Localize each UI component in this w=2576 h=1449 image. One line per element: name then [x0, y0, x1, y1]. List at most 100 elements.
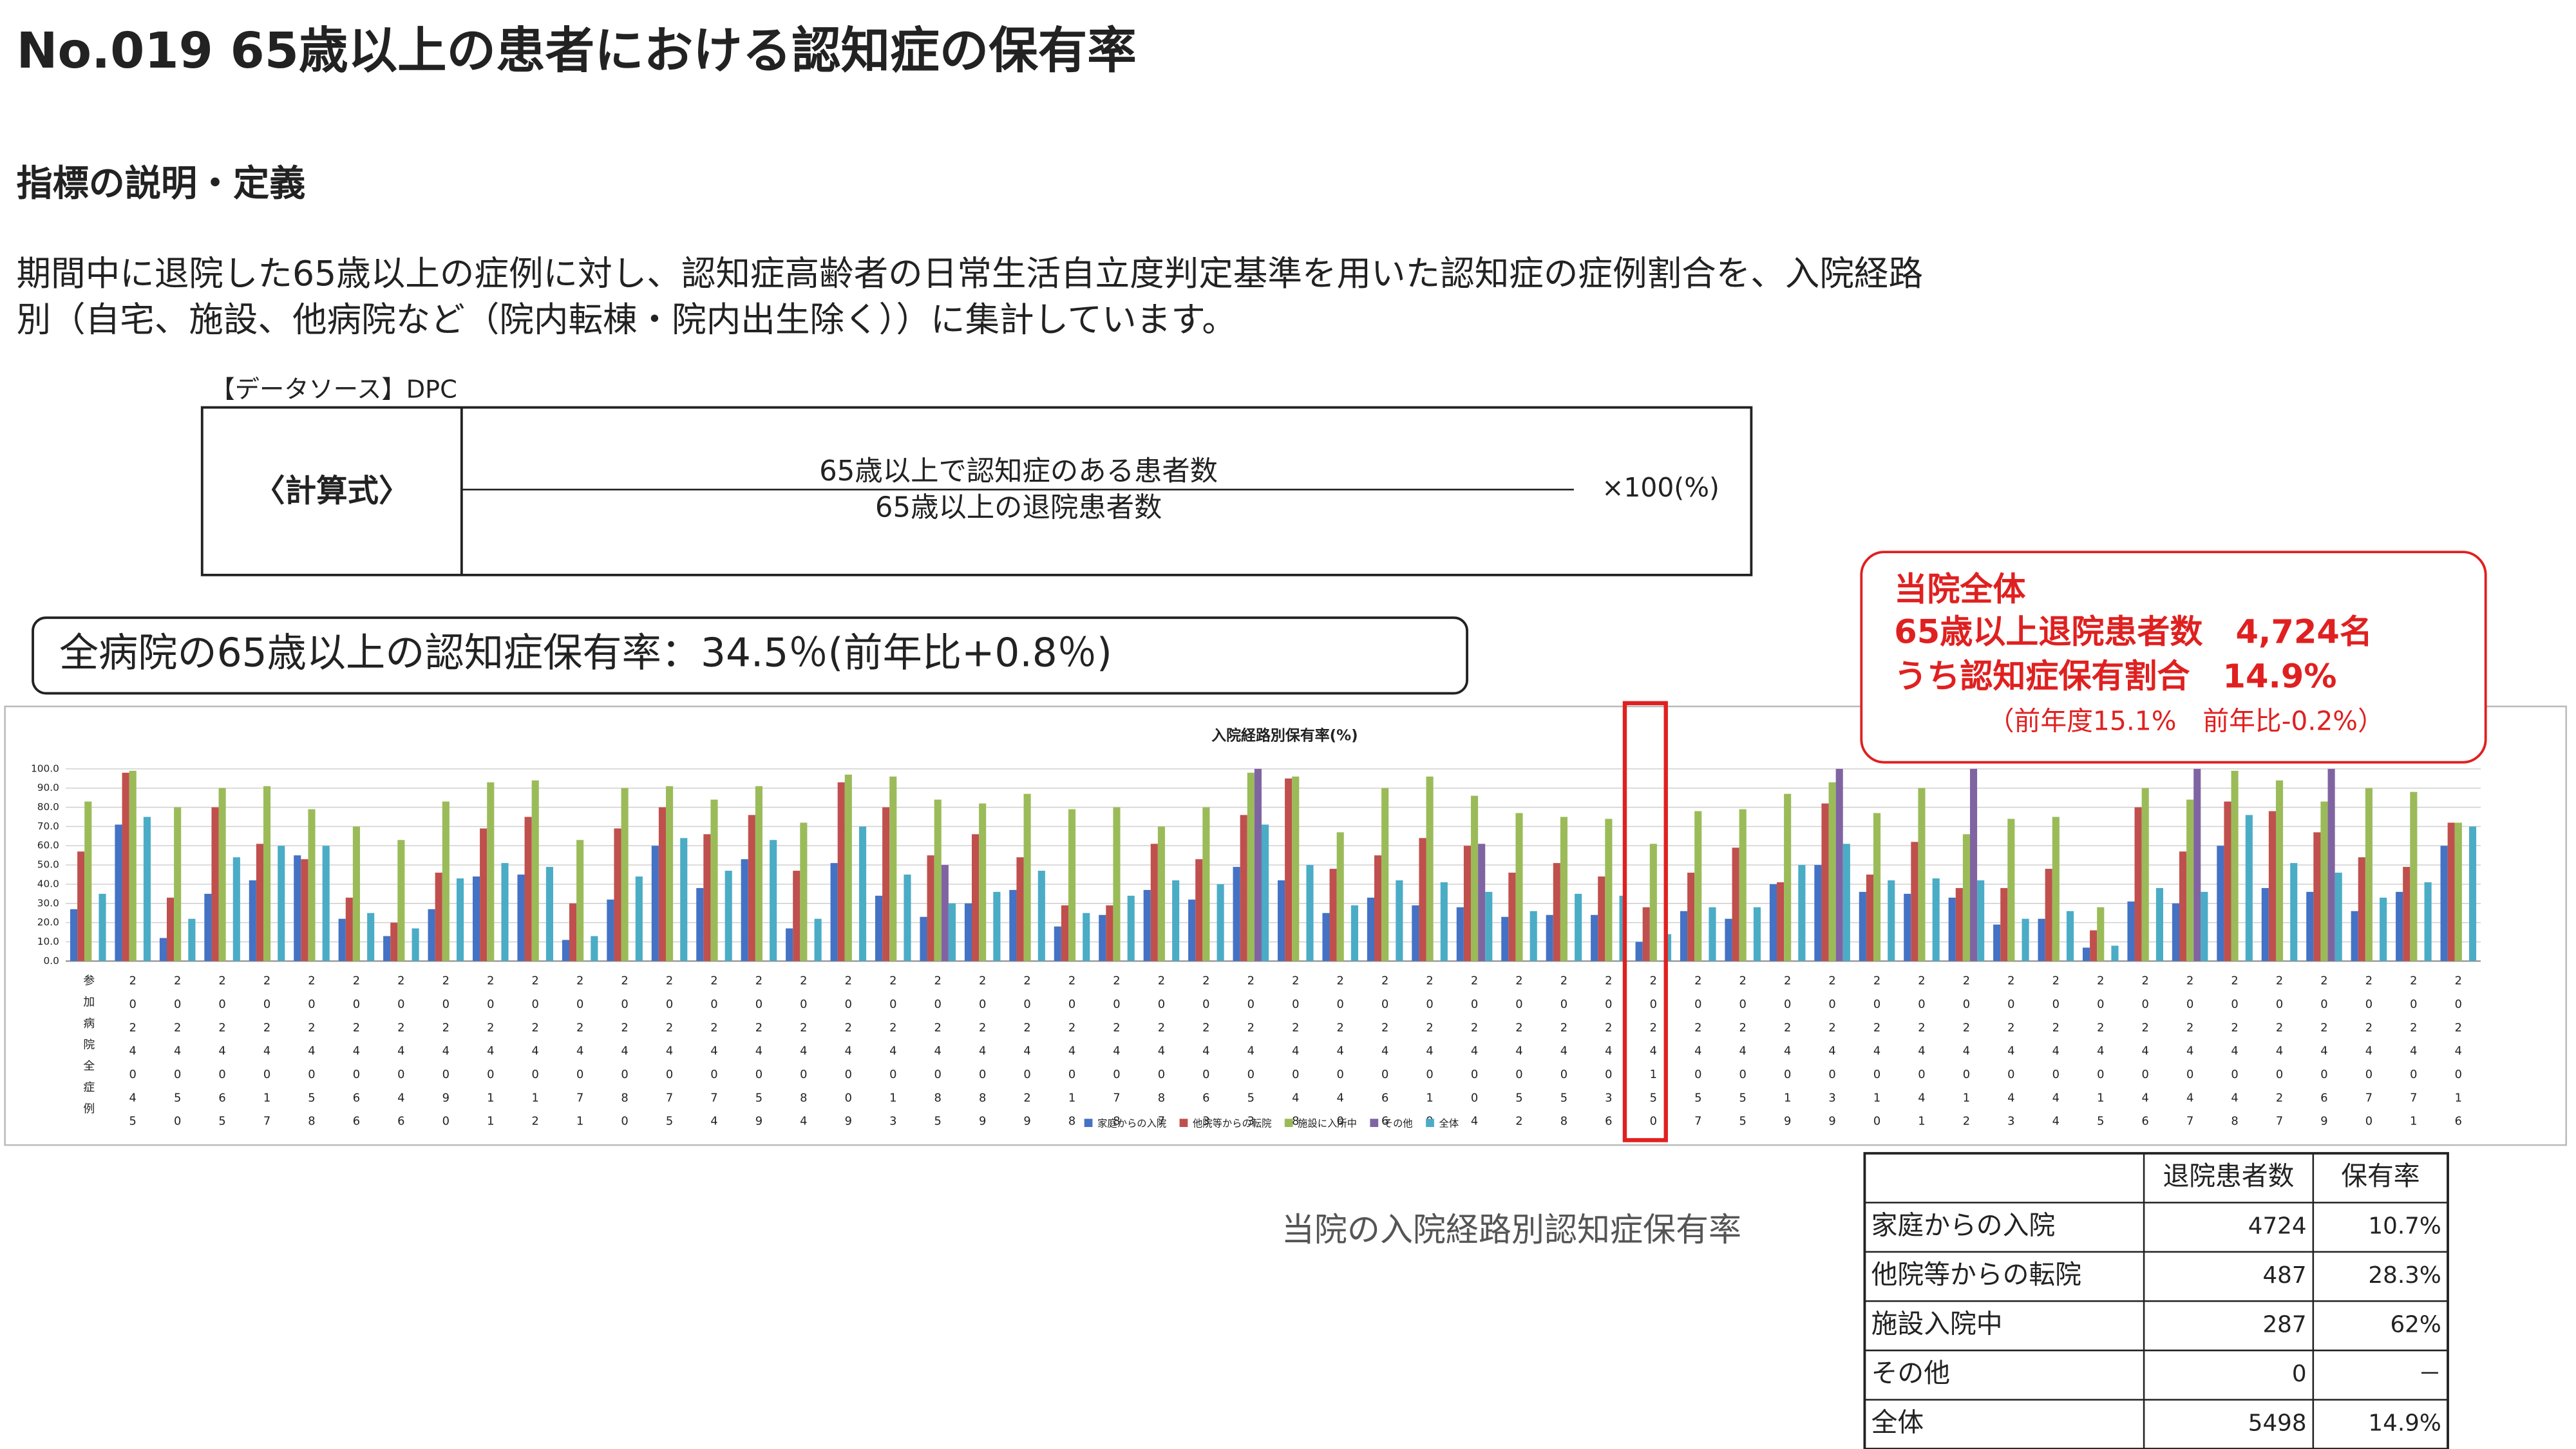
- bar: [1419, 838, 1426, 961]
- bar: [397, 840, 405, 961]
- bar: [651, 846, 659, 961]
- bar: [1440, 882, 1448, 961]
- x-tick-label: 2024078: [1110, 974, 1123, 1138]
- bar: [1277, 880, 1285, 961]
- bar: [1560, 817, 1567, 961]
- callout: [1860, 551, 2487, 764]
- bar: [1694, 811, 1702, 961]
- bar: [814, 918, 822, 961]
- legend-swatch: [1084, 1119, 1093, 1127]
- bar: [232, 857, 240, 961]
- bar: [1195, 859, 1203, 961]
- x-tick-label: 2024040: [1334, 974, 1347, 1138]
- bar: [748, 815, 755, 961]
- bar: [294, 855, 301, 961]
- bar: [1322, 913, 1330, 961]
- table-cell: 487: [2262, 1262, 2306, 1289]
- bar: [2097, 907, 2105, 961]
- x-tick-label: 2024041: [1915, 974, 1928, 1138]
- bar: [1635, 942, 1643, 961]
- bar: [2193, 768, 2201, 961]
- x-tick-label: 2024043: [2004, 974, 2018, 1138]
- bar: [1814, 865, 1822, 961]
- bar: [621, 788, 629, 961]
- x-tick-label: 2024015: [2094, 974, 2107, 1138]
- x-tick-label: 2024017: [260, 974, 274, 1138]
- bar: [188, 918, 196, 961]
- bar: [2179, 851, 2187, 961]
- x-tick-label: 2024066: [1378, 974, 1392, 1138]
- summary: 全病院の65歳以上の認知症保有率：34.5％(前年比+0.8％): [59, 630, 1112, 676]
- bar: [1501, 916, 1509, 961]
- highlight: [1622, 701, 1668, 1142]
- bar: [2320, 801, 2328, 961]
- bar: [755, 786, 762, 961]
- bar: [2201, 891, 2208, 961]
- bar: [1918, 788, 1926, 961]
- table-cell: 他院等からの転院: [1871, 1259, 2081, 1290]
- bar: [256, 844, 263, 961]
- bar: [2141, 788, 2149, 961]
- x-tick-label: 2024055: [1736, 974, 1750, 1138]
- bar: [2290, 863, 2298, 961]
- x-tick-label: 2024011: [484, 974, 497, 1138]
- bar: [1709, 907, 1716, 961]
- bar: [920, 916, 927, 961]
- legend-label: 家庭からの入院: [1097, 1117, 1166, 1129]
- bar: [2082, 947, 2090, 961]
- bar: [545, 867, 553, 961]
- bar: [480, 828, 488, 961]
- bar: [1955, 887, 1963, 961]
- bar: [1485, 891, 1493, 961]
- bar: [367, 913, 375, 961]
- chart-title: 入院経路別保有率(%): [1211, 726, 1358, 744]
- x-tick-label: 2024004: [1468, 974, 1481, 1138]
- bar: [979, 803, 987, 961]
- bar: [1680, 911, 1688, 961]
- bar: [971, 834, 980, 961]
- callout-line: 65歳以上退院患者数 4,724名: [1894, 614, 2372, 652]
- bar: [2306, 891, 2314, 961]
- bar: [1605, 819, 1613, 961]
- bar: [837, 782, 845, 961]
- bar: [844, 774, 852, 961]
- x-tick-label: 2024059: [752, 974, 766, 1138]
- bar: [1381, 788, 1389, 961]
- bar: [2052, 817, 2060, 961]
- bar: [531, 780, 539, 961]
- bar: [2334, 873, 2342, 961]
- bar: [1285, 778, 1293, 961]
- bar: [1642, 907, 1650, 961]
- bar: [1106, 905, 1113, 961]
- table-cell: 4724: [2248, 1213, 2307, 1240]
- bar: [2155, 887, 2163, 961]
- x-tick-label: 2024019: [1423, 974, 1437, 1138]
- bar: [562, 940, 569, 961]
- y-tick-label: 0.0: [44, 955, 59, 967]
- bar: [517, 875, 525, 961]
- bar: [800, 822, 808, 961]
- bar: [741, 859, 748, 961]
- bar: [1374, 855, 1382, 961]
- table-cell: 5498: [2248, 1410, 2307, 1437]
- bar: [576, 840, 584, 961]
- x-tick-label: 2024069: [2317, 974, 2331, 1138]
- table-cell: その他: [1871, 1358, 1950, 1388]
- bar: [1233, 867, 1240, 961]
- table-cell: －: [2418, 1361, 2441, 1387]
- bar: [2410, 791, 2418, 961]
- bar: [1859, 891, 1866, 961]
- bar: [1962, 834, 1970, 961]
- bar: [501, 863, 509, 961]
- table-cell: 14.9%: [2368, 1410, 2441, 1437]
- bar: [122, 772, 129, 961]
- bar: [2424, 882, 2432, 961]
- bar: [2217, 846, 2224, 961]
- x-tick-label: 2024058: [305, 974, 318, 1138]
- bar: [2022, 918, 2029, 961]
- bar: [1932, 878, 1940, 961]
- bar: [322, 846, 330, 961]
- bar: [77, 851, 85, 961]
- bar: [1016, 857, 1024, 961]
- bar: [1873, 813, 1881, 961]
